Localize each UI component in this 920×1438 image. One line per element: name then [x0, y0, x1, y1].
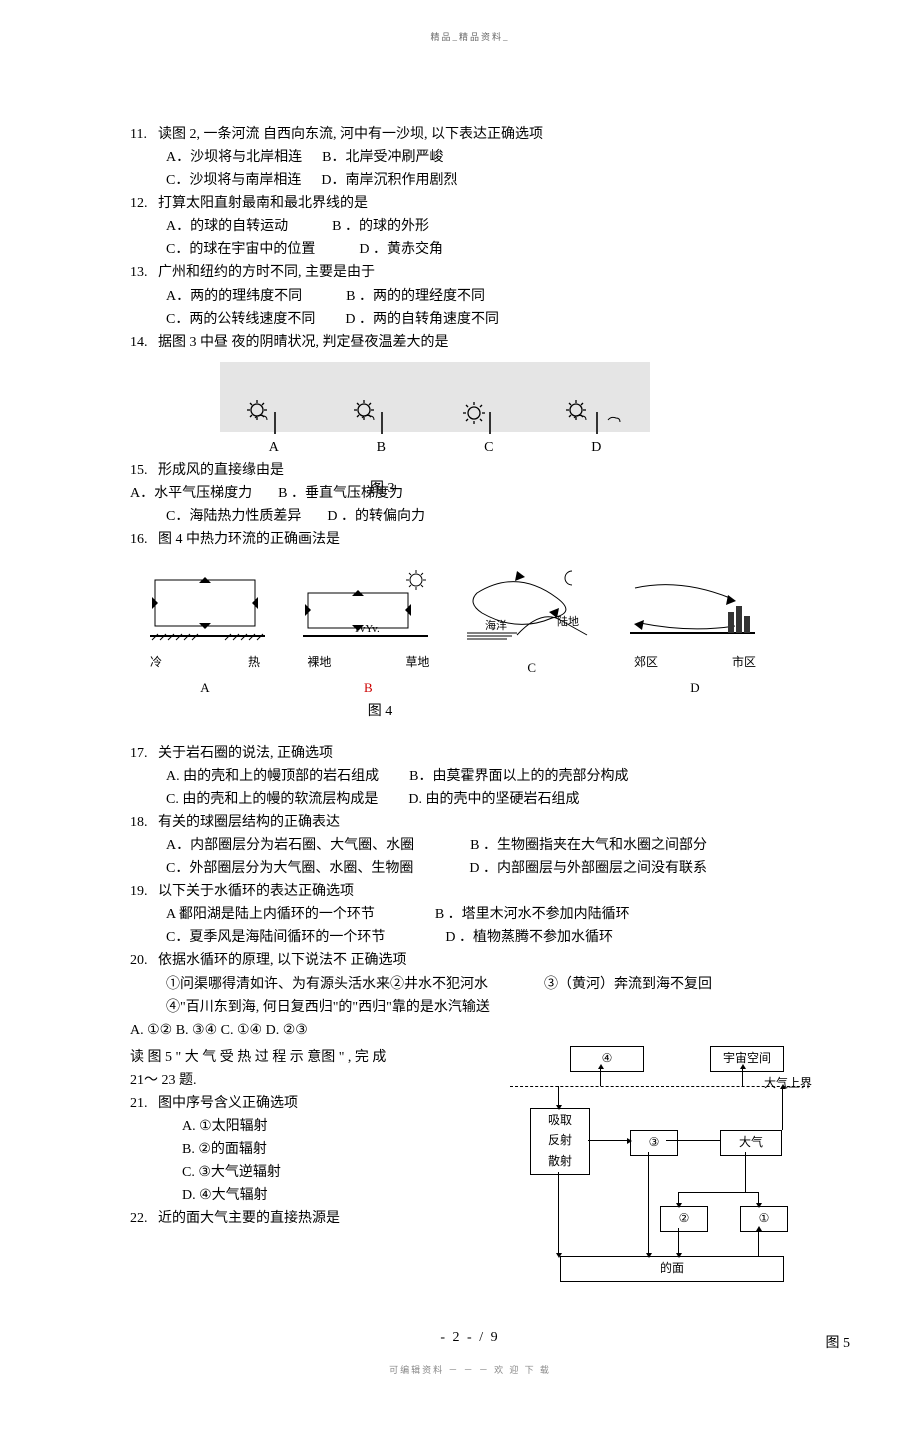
q21-d: D. ④大气辐射: [130, 1184, 492, 1207]
fig4-caption: 图 4: [0, 700, 810, 723]
fig3-caption: 图 3: [370, 477, 395, 500]
figure-5: ④ 宇宙空间 大气上界 吸取 反射 散射 ③ 大气 ② ① 的面: [510, 1046, 810, 1306]
q11-stem: 11.读图 2, 一条河流 自西向东流, 河中有一沙坝, 以下表达正确选项: [130, 123, 810, 146]
sun-cloud-icon: [352, 398, 380, 426]
q12-opts-row1: A．的球的自转运动B ．的球的外形: [130, 215, 810, 238]
q13-opts-row1: A．两的的理纬度不同B ．两的的理经度不同: [130, 285, 810, 308]
node-1: ①: [740, 1206, 788, 1232]
page-number: - 2 - / 9: [130, 1326, 810, 1349]
svg-text:陆地: 陆地: [557, 614, 579, 628]
page-footer: 可编辑资料 － － － 欢 迎 下 载: [130, 1363, 810, 1378]
sun-cloud-icon: [564, 398, 592, 426]
fig14-cell-d: [543, 398, 651, 432]
node-3: ③: [630, 1130, 678, 1156]
sun-cloud-icon: [245, 398, 273, 426]
svg-text:海洋: 海洋: [485, 618, 507, 632]
q18-opts-row1: A．内部圈层分为岩石圈、大气圈、水圈B ．生物圈指夹在大气和水圈之间部分: [130, 834, 810, 857]
q19-stem: 19.以下关于水循环的表达正确选项: [130, 880, 810, 903]
fig14-labels: ABCD: [220, 436, 650, 459]
q20-opts: A. ①② B. ③④ C. ①④ D. ②③: [130, 1019, 810, 1042]
fig14-cell-c: [435, 400, 543, 432]
figure-4: 冷热 A YvYv. 裸地草地 B 海洋陆地 C 郊区市区 D: [130, 563, 770, 698]
figure-3: [220, 362, 650, 432]
q20-line2: ④"百川东到海, 何日复西归"的"西归"靠的是水汽输送: [130, 996, 810, 1019]
q19-opts-row1: A 鄱阳湖是陆上内循环的一个环节B ．塔里木河水不参加内陆循环: [130, 903, 810, 926]
q11-opts-row2: C．沙坝将与南岸相连D．南岸沉积作用剧烈: [130, 169, 810, 192]
q13-opts-row2: C．两的公转线速度不同D ．两的自转角速度不同: [130, 308, 810, 331]
q15-opts-row2: C．海陆热力性质差异D ．的转偏向力: [130, 505, 810, 528]
moon-icon: [285, 401, 303, 423]
label-boundary: 大气上界: [764, 1074, 812, 1094]
q17-stem: 17.关于岩石圈的说法, 正确选项: [130, 742, 810, 765]
q21-stem: 21.图中序号含义正确选项: [130, 1092, 492, 1115]
fig14-cell-a: [220, 398, 328, 432]
left-text-col: 读 图 5 " 大 气 受 热 过 程 示 意图 " , 完 成 21～ 23 …: [130, 1046, 492, 1231]
fig16-c: 海洋陆地 C: [457, 563, 607, 698]
q17-opts-row2: C. 由的壳和上的幔的软流层构成是D. 由的壳中的坚硬岩石组成: [130, 788, 810, 811]
q18-stem: 18.有关的球圈层结构的正确表达: [130, 811, 810, 834]
q21-b: B. ②的面辐射: [130, 1138, 492, 1161]
q15-opts-row1: A．水平气压梯度力B ．垂直气压梯度力: [130, 482, 810, 505]
node-scatter: 散射: [530, 1150, 590, 1175]
fig14-cell-b: [328, 398, 436, 432]
node-ground: 的面: [560, 1256, 784, 1282]
q17-opts-row1: A. 由的壳和上的幔顶部的岩石组成B．由莫霍界面以上的的壳部分构成: [130, 765, 810, 788]
node-2: ②: [660, 1206, 708, 1232]
q14-stem: 14.据图 3 中昼 夜的阴晴状况, 判定昼夜温差大的是: [130, 331, 810, 354]
moon-icon: [392, 401, 410, 423]
q20-stem: 20.依据水循环的原理, 以下说法不 正确选项: [130, 949, 810, 972]
document-page: 精品_精品资料_ 11.读图 2, 一条河流 自西向东流, 河中有一沙坝, 以下…: [0, 0, 920, 1438]
sun-icon: [461, 400, 487, 426]
node-4: ④: [570, 1046, 644, 1072]
q21-c: C. ③大气逆辐射: [130, 1161, 492, 1184]
q18-opts-row2: C．外部圈层分为大气圈、水圈、生物圈D ．内部圈层与外部圈层之间没有联系: [130, 857, 810, 880]
q15-stem: 15.形成风的直接缘由是 图 3: [130, 459, 810, 482]
fig16-b: YvYv. 裸地草地 B: [293, 563, 443, 698]
moon-cloud-icon: [604, 400, 628, 424]
fig5-caption: 图 5: [826, 1332, 851, 1355]
q20-line1: ①问渠哪得清如许、为有源头活水来②井水不犯河水③（黄河）奔流到海不复回: [130, 973, 810, 996]
q12-stem: 12.打算太阳直射最南和最北界线的是: [130, 192, 810, 215]
q19-opts-row2: C．夏季风是海陆间循环的一个环节D ．植物蒸腾不参加水循环: [130, 926, 810, 949]
node-atm: 大气: [720, 1130, 782, 1156]
page-header: 精品_精品资料_: [130, 30, 810, 45]
moon-icon: [499, 402, 517, 424]
q22-stem: 22.近的面大气主要的直接热源是: [130, 1207, 492, 1230]
intro-21-23: 读 图 5 " 大 气 受 热 过 程 示 意图 " , 完 成: [130, 1046, 492, 1069]
fig16-d: 郊区市区 D: [620, 563, 770, 698]
fig16-a: 冷热 A: [130, 563, 280, 698]
q16-stem: 16.图 4 中热力环流的正确画法是: [130, 528, 810, 551]
q13-stem: 13.广州和纽约的方时不同, 主要是由于: [130, 261, 810, 284]
node-space: 宇宙空间: [710, 1046, 784, 1072]
q12-opts-row2: C．的球在宇宙中的位置D ．黄赤交角: [130, 238, 810, 261]
fig5-layout: 读 图 5 " 大 气 受 热 过 程 示 意图 " , 完 成 21～ 23 …: [130, 1046, 810, 1306]
intro-21-23b: 21～ 23 题.: [130, 1069, 492, 1092]
q21-a: A. ①太阳辐射: [130, 1115, 492, 1138]
q11-opts-row1: A．沙坝将与北岸相连B．北岸受冲刷严峻: [130, 146, 810, 169]
